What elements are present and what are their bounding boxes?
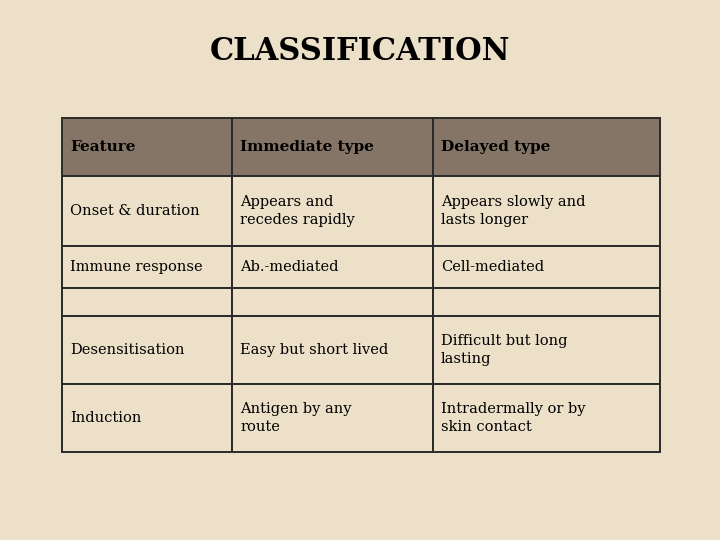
Text: Cell-mediated: Cell-mediated (441, 260, 544, 274)
Text: Immune response: Immune response (70, 260, 202, 274)
Bar (233, 288, 433, 316)
Bar (433, 118, 660, 176)
Bar (433, 246, 660, 288)
Text: Feature: Feature (70, 140, 135, 154)
Bar (62, 118, 233, 176)
Bar (62, 288, 233, 316)
Text: Easy but short lived: Easy but short lived (240, 343, 389, 357)
Text: Desensitisation: Desensitisation (70, 343, 184, 357)
Bar (233, 246, 433, 288)
Bar (233, 176, 433, 246)
Text: Induction: Induction (70, 411, 141, 425)
Bar (62, 384, 233, 452)
Bar (233, 316, 433, 384)
Text: CLASSIFICATION: CLASSIFICATION (210, 37, 510, 68)
Bar (433, 176, 660, 246)
Text: Intradermally or by
skin contact: Intradermally or by skin contact (441, 402, 585, 434)
Text: Difficult but long
lasting: Difficult but long lasting (441, 334, 567, 366)
Text: Appears slowly and
lasts longer: Appears slowly and lasts longer (441, 195, 585, 227)
Bar (433, 316, 660, 384)
Text: Ab.-mediated: Ab.-mediated (240, 260, 339, 274)
Text: Antigen by any
route: Antigen by any route (240, 402, 352, 434)
Text: Delayed type: Delayed type (441, 140, 550, 154)
Bar (62, 246, 233, 288)
Bar (233, 118, 433, 176)
Bar (62, 176, 233, 246)
Bar (433, 288, 660, 316)
Bar (62, 316, 233, 384)
Text: Immediate type: Immediate type (240, 140, 374, 154)
Text: Appears and
recedes rapidly: Appears and recedes rapidly (240, 195, 355, 227)
Bar (233, 384, 433, 452)
Text: Onset & duration: Onset & duration (70, 204, 199, 218)
Bar (433, 384, 660, 452)
